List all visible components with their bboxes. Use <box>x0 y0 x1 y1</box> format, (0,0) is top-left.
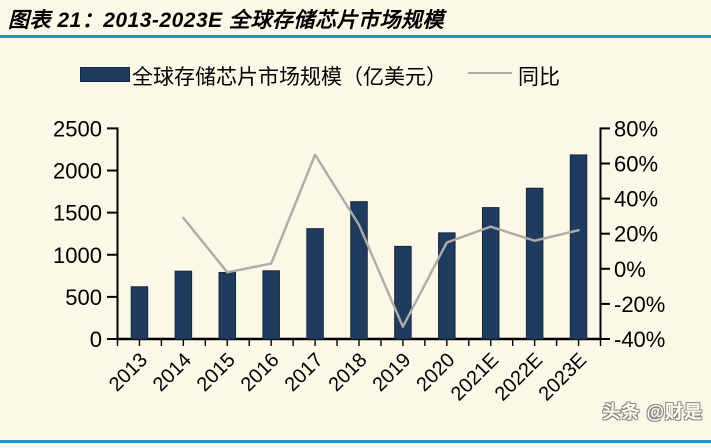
bar-2018 <box>350 201 368 340</box>
y-axis-tick-label: 1000 <box>53 243 102 268</box>
y2-axis-tick-label: 60% <box>614 152 658 177</box>
x-axis-label-2021E: 2021E <box>447 349 503 405</box>
bar-2013 <box>130 286 149 340</box>
x-axis-label-2013: 2013 <box>105 349 152 396</box>
x-axis-label-2019: 2019 <box>368 349 415 396</box>
legend-line-label: 同比 <box>518 66 560 89</box>
bottom-rule <box>0 440 711 443</box>
title-underline <box>0 35 711 38</box>
x-axis-label-2017: 2017 <box>281 349 328 396</box>
x-axis-label-2015: 2015 <box>193 349 240 396</box>
bar-2021E <box>481 207 500 340</box>
bar-2022E <box>525 187 544 340</box>
y-axis-tick-label: 1500 <box>53 201 102 226</box>
bar-2023E <box>569 154 588 340</box>
y-axis-tick-label: 500 <box>65 285 102 310</box>
legend-bar-swatch <box>80 67 130 82</box>
x-axis-label-2023E: 2023E <box>535 349 591 405</box>
x-axis-label-2022E: 2022E <box>491 349 547 405</box>
bar-2020 <box>438 232 456 340</box>
y2-axis-tick-label: -40% <box>614 327 665 352</box>
y2-axis-tick-label: 20% <box>614 222 658 247</box>
y-axis-tick-label: 2000 <box>53 159 102 184</box>
y2-axis-tick-label: 40% <box>614 187 658 212</box>
legend-bar-label: 全球存储芯片市场规模（亿美元） <box>132 66 447 89</box>
x-axis-label-2016: 2016 <box>237 349 284 396</box>
bar-2015 <box>218 271 237 340</box>
chart-title: 图表 21：2013-2023E 全球存储芯片市场规模 <box>8 9 444 32</box>
legend-line-swatch <box>468 72 512 74</box>
x-axis-label-2014: 2014 <box>149 349 196 396</box>
bar-2016 <box>262 270 280 340</box>
x-axis-label-2018: 2018 <box>325 349 372 396</box>
y2-axis-tick-label: 0% <box>614 257 646 282</box>
y2-axis-tick-label: 80% <box>614 116 658 141</box>
bar-2014 <box>174 270 193 340</box>
y2-axis-tick-label: -20% <box>614 292 665 317</box>
yoy-line <box>182 153 580 328</box>
watermark: 头条 @财是 <box>602 402 703 422</box>
bar-2017 <box>306 228 324 340</box>
y-axis-tick-label: 0 <box>90 327 102 352</box>
y-axis-tick-label: 2500 <box>53 116 102 141</box>
